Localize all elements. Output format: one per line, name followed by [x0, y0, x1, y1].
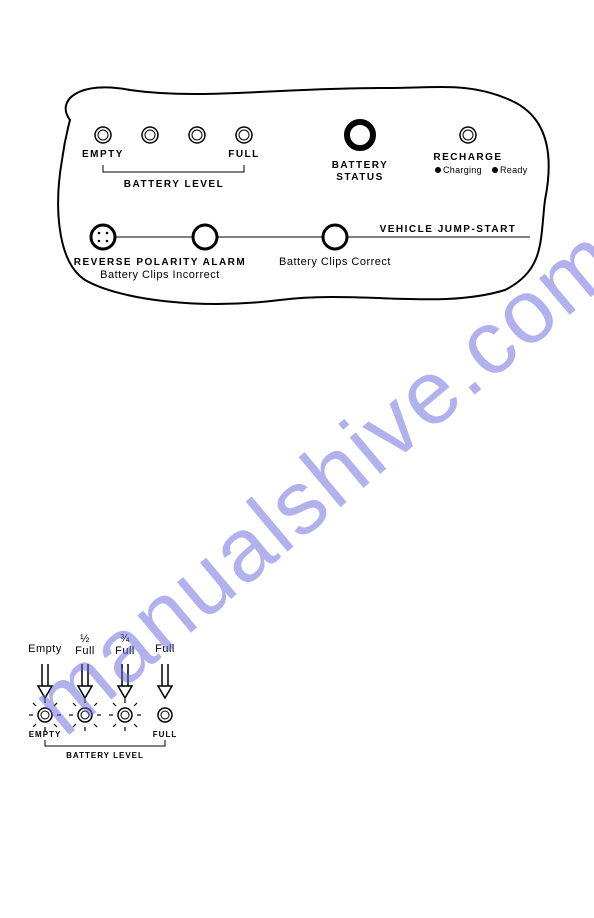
col-empty: Empty EMPTY — [28, 643, 62, 739]
col-full: Full FULL — [153, 643, 177, 739]
led-full-off — [158, 708, 172, 722]
led-empty — [95, 127, 111, 143]
col-half: ½ Full — [69, 633, 101, 731]
svg-text:Full: Full — [115, 645, 135, 657]
correct-led — [323, 225, 347, 249]
ready-dot — [492, 167, 498, 173]
svg-text:Full: Full — [155, 643, 175, 655]
recharge-led — [460, 127, 476, 143]
led-full — [236, 127, 252, 143]
battery-level-group: EMPTY FULL BATTERY LEVEL — [82, 127, 260, 190]
arrow-3q — [118, 664, 132, 698]
battery-level-label: BATTERY LEVEL — [124, 179, 224, 190]
ready-label: Ready — [500, 165, 528, 175]
top-panel-diagram: EMPTY FULL BATTERY LEVEL BATTERY STATUS … — [0, 0, 594, 370]
led-glow-half — [69, 699, 101, 731]
jump-start-label: VEHICLE JUMP-START — [380, 224, 517, 235]
bottom-battery-level-label: BATTERY LEVEL — [66, 751, 144, 760]
arrow-full — [158, 664, 172, 698]
col-empty-label: Empty — [28, 643, 62, 655]
battery-status-label-2: STATUS — [336, 172, 384, 183]
clips-correct-label: Battery Clips Correct — [279, 256, 391, 268]
led-half — [189, 127, 205, 143]
reverse-polarity-label-1: REVERSE POLARITY ALARM — [74, 257, 246, 268]
col-three-quarter: ¾ Full — [109, 633, 141, 731]
bottom-empty-label: EMPTY — [29, 730, 62, 739]
led-quarter — [142, 127, 158, 143]
reverse-polarity-label-2: Battery Clips Incorrect — [100, 269, 220, 281]
empty-label: EMPTY — [82, 149, 124, 160]
charging-label: Charging — [443, 165, 482, 175]
reverse-polarity-led — [91, 225, 115, 249]
bottom-bracket — [45, 740, 165, 746]
mid-led — [193, 225, 217, 249]
arrow-half — [78, 664, 92, 698]
jump-start-group: VEHICLE JUMP-START REVERSE POLARITY ALAR… — [74, 224, 530, 281]
led-glow-empty — [29, 699, 61, 731]
charging-dot — [435, 167, 441, 173]
battery-status-ring — [347, 122, 373, 148]
battery-status-group: BATTERY STATUS — [332, 122, 389, 183]
arrow-empty — [38, 664, 52, 698]
battery-status-label-1: BATTERY — [332, 160, 389, 171]
bottom-full-label: FULL — [153, 730, 177, 739]
svg-text:¾: ¾ — [120, 633, 130, 645]
recharge-group: RECHARGE Charging Ready — [433, 127, 527, 175]
full-label: FULL — [228, 149, 260, 160]
bottom-panel-diagram: Empty EMPTY ½ Full — [0, 630, 300, 790]
recharge-label: RECHARGE — [433, 152, 502, 163]
led-glow-3q — [109, 699, 141, 731]
battery-level-bracket — [103, 165, 244, 172]
svg-text:½: ½ — [80, 633, 90, 645]
svg-text:Full: Full — [75, 645, 95, 657]
